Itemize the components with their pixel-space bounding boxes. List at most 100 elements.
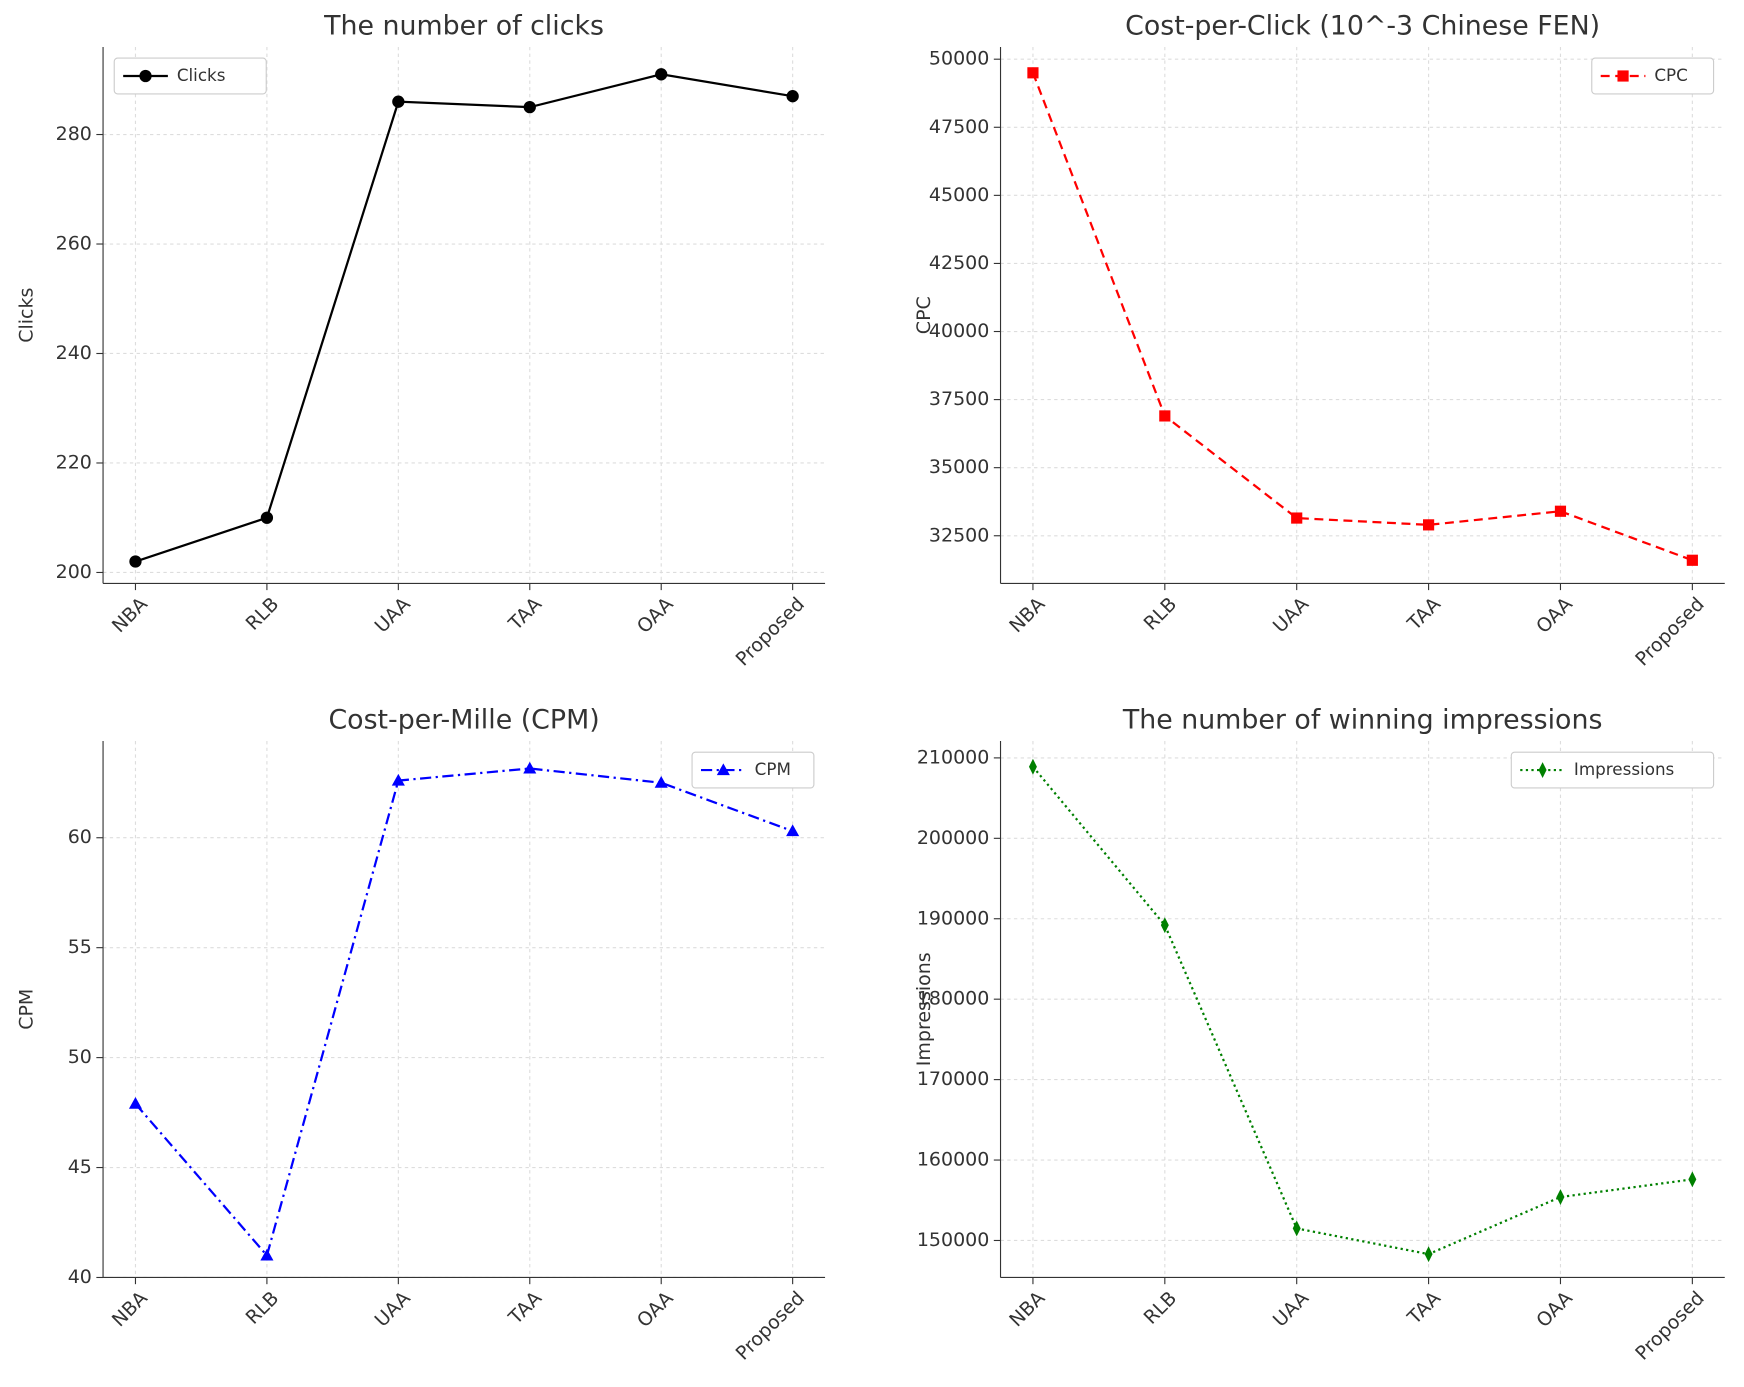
marker [1160, 917, 1169, 934]
y-tick-label: 45 [68, 1156, 92, 1178]
marker [1556, 1189, 1565, 1205]
y-tick-label: 50 [68, 1046, 92, 1068]
legend-label: CPC [1654, 65, 1688, 85]
y-tick-label: 200000 [917, 827, 990, 849]
legend-box [691, 751, 815, 789]
marker [391, 773, 405, 786]
x-tick-label: NBA [1005, 1287, 1049, 1331]
y-axis-label: CPM [16, 989, 38, 1030]
y-tick-label: 37500 [929, 388, 989, 410]
chart-title: The number of clicks [323, 10, 604, 41]
y-tick-label: 210000 [917, 746, 990, 768]
y-tick-label: 40000 [929, 320, 989, 342]
x-tick-label: TAA [504, 593, 546, 635]
y-tick-label: 280 [56, 123, 92, 145]
y-tick-label: 40 [68, 1266, 92, 1288]
data-line [134, 767, 794, 1258]
x-tick-label: OAA [633, 593, 678, 638]
legend-label: CPM [755, 759, 791, 779]
y-tick-label: 150000 [917, 1229, 990, 1251]
marker [1688, 1171, 1697, 1188]
marker [523, 761, 537, 774]
marker [1291, 512, 1303, 524]
marker [1159, 410, 1171, 422]
x-tick-label: RLB [1140, 1287, 1182, 1329]
y-axis-label: CPC [913, 296, 935, 334]
x-tick-label: NBA [1005, 593, 1049, 637]
y-axis-label: Impressions [913, 952, 935, 1066]
data-line [135, 73, 793, 563]
x-tick-label: UAA [371, 593, 415, 637]
data-line [1031, 72, 1693, 562]
x-tick-label: Proposed [1631, 593, 1708, 670]
x-tick-label: TAA [504, 1287, 546, 1329]
marker [786, 90, 799, 103]
y-tick-label: 220 [56, 451, 92, 473]
x-tick-label: TAA [1403, 1287, 1445, 1329]
marker [1617, 70, 1629, 82]
marker [655, 68, 668, 81]
y-tick-label: 160000 [917, 1149, 990, 1171]
chart-title: Cost-per-Click (10^-3 Chinese FEN) [1125, 10, 1600, 41]
y-tick-label: 32500 [929, 524, 989, 546]
marker [1554, 505, 1567, 517]
marker [523, 101, 536, 114]
y-tick-label: 60 [68, 826, 92, 848]
y-tick-label: 190000 [917, 907, 990, 929]
x-tick-label: UAA [1269, 1287, 1313, 1331]
data-line [1032, 766, 1693, 1256]
y-tick-label: 45000 [929, 184, 989, 206]
marker [260, 511, 274, 524]
marker [1028, 758, 1037, 775]
y-axis-label: Clicks [16, 288, 38, 343]
subplot: 40 45 50 55 60 NBA RLB UAA TAA OAA Proposed Cost-pe… [16, 704, 826, 1365]
x-tick-label: NBA [108, 593, 152, 637]
subplot: 200 220 240 260 280 NBA RLB UAA TAA OAA Proposed Th… [16, 10, 826, 671]
legend-label: Impressions [1574, 759, 1674, 779]
marker [654, 776, 668, 788]
legend-label: Clicks [177, 65, 226, 85]
y-tick-label: 240 [56, 342, 92, 364]
y-tick-label: 55 [68, 936, 92, 958]
marker [129, 555, 142, 568]
marker [716, 763, 730, 776]
x-tick-label: TAA [1403, 593, 1445, 635]
marker [1292, 1220, 1301, 1237]
legend-box [1591, 57, 1715, 95]
y-tick-label: 170000 [917, 1068, 990, 1090]
marker [1538, 762, 1547, 779]
marker [392, 95, 405, 108]
x-tick-label: RLB [1140, 593, 1182, 635]
marker [1027, 67, 1039, 79]
x-tick-label: Proposed [732, 1287, 809, 1364]
x-tick-label: UAA [371, 1287, 415, 1331]
x-tick-label: Proposed [1631, 1287, 1708, 1364]
marker [260, 1248, 274, 1261]
y-tick-label: 47500 [929, 116, 989, 138]
x-tick-label: UAA [1269, 593, 1313, 637]
marker [139, 69, 152, 83]
y-tick-label: 180000 [917, 988, 990, 1010]
marker [1423, 519, 1435, 531]
x-tick-label: RLB [242, 593, 284, 635]
marker [786, 824, 800, 837]
x-tick-label: OAA [1532, 593, 1577, 638]
y-tick-label: 260 [56, 233, 92, 255]
y-tick-label: 42500 [929, 252, 989, 274]
subplot: 150000 160000 170000 180000 190000 200000 2100… [913, 704, 1725, 1365]
x-tick-label: Proposed [732, 593, 809, 670]
y-tick-label: 35000 [929, 456, 989, 478]
y-tick-label: 50000 [929, 48, 989, 70]
y-tick-label: 200 [56, 561, 92, 583]
marker [1424, 1246, 1433, 1263]
marker [1686, 554, 1698, 566]
x-tick-label: OAA [633, 1287, 678, 1332]
x-tick-label: NBA [108, 1287, 152, 1331]
subplot: 32500 35000 37500 40000 42500 45000 47500 50000… [913, 10, 1725, 671]
x-tick-label: OAA [1532, 1287, 1577, 1332]
x-tick-label: RLB [242, 1287, 284, 1329]
marker [128, 1097, 143, 1109]
legend-box [1510, 751, 1715, 789]
chart-title: The number of winning impressions [1122, 704, 1603, 735]
